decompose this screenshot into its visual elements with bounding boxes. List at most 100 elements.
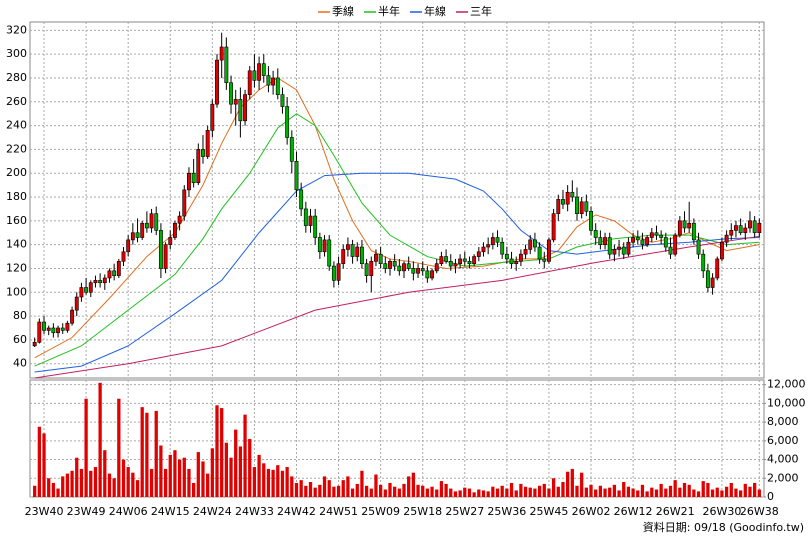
- volume-bar: [107, 473, 112, 497]
- candle-body: [584, 201, 589, 212]
- volume-bar: [290, 476, 294, 497]
- candle-body: [378, 253, 383, 264]
- volume-bar: [308, 482, 313, 497]
- candle-body: [144, 222, 149, 229]
- volume-bar: [500, 485, 504, 497]
- volume-bar: [234, 429, 238, 497]
- x-tick-label: 23W40: [25, 505, 64, 518]
- candle-body: [565, 191, 570, 205]
- candle-body: [420, 268, 425, 272]
- volume-bar: [514, 490, 518, 497]
- candle-body: [116, 261, 121, 276]
- candle-body: [724, 234, 729, 243]
- volume-bar: [458, 490, 462, 497]
- candle-body: [84, 287, 89, 293]
- volume-bar: [341, 480, 345, 497]
- volume-bar: [710, 489, 715, 497]
- volume-bar: [449, 488, 453, 497]
- volume-bar: [654, 489, 659, 497]
- candle-body: [523, 249, 528, 255]
- candle-body: [462, 258, 467, 262]
- volume-bar: [481, 490, 486, 497]
- volume-bar: [523, 486, 528, 497]
- x-tick-label: 26W30: [702, 505, 741, 518]
- candle-body: [285, 106, 290, 138]
- volume-bar: [248, 438, 252, 497]
- candle-body: [355, 246, 360, 257]
- volume-bar: [140, 407, 144, 497]
- x-tick-label: 26W12: [614, 505, 653, 518]
- candle-body: [266, 75, 271, 86]
- candle-body: [341, 249, 346, 264]
- volume-bar: [537, 485, 542, 497]
- volume-bar: [135, 480, 140, 497]
- candle-body: [201, 149, 205, 157]
- volume-bar: [715, 487, 719, 497]
- volume-bar: [257, 454, 261, 497]
- volume-bar: [322, 476, 327, 497]
- candle-body: [495, 237, 500, 243]
- volume-bar: [51, 482, 56, 497]
- volume-bar: [280, 470, 285, 497]
- y-tick-label: 100: [6, 285, 27, 298]
- y2-tick-label: 6,000: [767, 434, 799, 447]
- volume-bar: [84, 398, 88, 497]
- legend-label: 季線: [332, 4, 354, 18]
- candle-body: [224, 46, 229, 84]
- volume-bar: [191, 482, 196, 497]
- candle-body: [191, 172, 196, 184]
- candle-body: [112, 270, 117, 276]
- candle-body: [98, 280, 103, 284]
- candle-body: [383, 263, 388, 269]
- candle-body: [350, 244, 355, 257]
- y-tick-label: 140: [6, 238, 27, 251]
- candle-body: [406, 263, 411, 269]
- volume-bar: [98, 382, 102, 497]
- candle-body: [593, 230, 598, 238]
- volume-bar: [276, 465, 280, 497]
- ma-line: [34, 235, 760, 379]
- volume-bar: [37, 426, 41, 497]
- volume-bar: [734, 488, 738, 497]
- ma-line: [34, 113, 760, 367]
- candle-body: [238, 99, 243, 122]
- volume-bar: [640, 484, 645, 497]
- volume-bar: [463, 487, 467, 497]
- volume-bar: [467, 488, 472, 497]
- volume-bar: [355, 483, 359, 497]
- volume-bar: [103, 450, 107, 497]
- candle-body: [299, 189, 304, 210]
- volume-frame: [29, 379, 765, 498]
- x-tick-label: 24W06: [109, 505, 148, 518]
- volume-bar: [42, 433, 46, 497]
- volume-bar: [706, 482, 710, 497]
- y-tick-label: 180: [6, 190, 27, 203]
- volume-bar: [645, 491, 649, 497]
- y-tick-label: 120: [6, 261, 27, 274]
- y2-tick-label: 8,000: [767, 415, 799, 428]
- candle-body: [289, 137, 294, 162]
- candle-body: [392, 261, 397, 267]
- volume-bar: [56, 488, 60, 497]
- candle-body: [275, 77, 280, 95]
- volume-bar: [430, 486, 434, 497]
- candle-body: [107, 270, 112, 279]
- candle-body: [621, 246, 626, 255]
- candle-body: [416, 268, 420, 274]
- candle-body: [504, 253, 509, 260]
- x-tick-label: 24W33: [235, 505, 274, 518]
- candle-body: [130, 232, 135, 241]
- y2-tick-label: 10,000: [767, 396, 806, 409]
- candle-body: [537, 246, 542, 260]
- candle-body: [715, 258, 720, 279]
- candle-body: [229, 82, 233, 105]
- volume-bar: [724, 486, 729, 497]
- volume-bar: [598, 485, 603, 497]
- y-tick-label: 80: [13, 309, 27, 322]
- candle-body: [70, 309, 75, 324]
- candle-body: [514, 261, 519, 264]
- x-tick-label: 25W45: [530, 505, 569, 518]
- candle-body: [654, 232, 659, 236]
- volume-bar: [668, 485, 673, 497]
- candle-body: [467, 261, 472, 264]
